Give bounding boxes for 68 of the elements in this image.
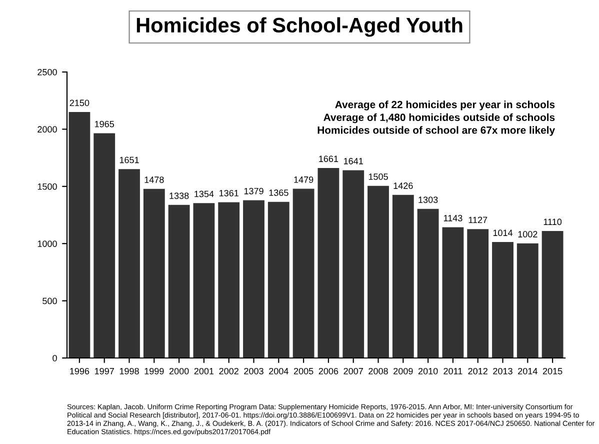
data-label: 1303: [418, 196, 438, 203]
data-label: 1354: [194, 190, 214, 198]
y-tick-label: 500: [42, 298, 57, 304]
y-tick-label: 2500: [38, 68, 57, 76]
data-label: 2150: [70, 100, 90, 106]
x-tick-label: 1998: [120, 368, 139, 374]
data-label: 1365: [269, 190, 288, 196]
annotation: Average of 22 homicides per year in schools Average of 1,480 homicides outside of schools Homicides outside of school are 67x more likely: [318, 100, 555, 136]
bar: [318, 168, 340, 358]
data-label: 1127: [468, 216, 488, 224]
x-tick-label: 2007: [344, 368, 363, 374]
bar: [193, 203, 215, 358]
x-tick-label: 2012: [468, 368, 488, 374]
bar: [392, 194, 414, 358]
bar: [342, 170, 364, 358]
bar: [492, 242, 514, 358]
x-tick-label: 2008: [368, 368, 388, 374]
x-tick-label: 2010: [418, 368, 438, 374]
y-tick-label: 1000: [38, 240, 57, 247]
y-tick-label: 2000: [38, 126, 57, 133]
x-tick-label: 2011: [444, 368, 462, 374]
x-tick-label: 2013: [493, 368, 512, 374]
x-tick-label: 1997: [95, 368, 114, 374]
bar: [168, 204, 190, 358]
data-label: 1143: [444, 214, 462, 222]
y-tick-label: 0: [52, 354, 57, 362]
data-label: 1014: [493, 230, 513, 236]
data-label: 1338: [170, 192, 189, 199]
x-tick-label: 2015: [542, 368, 562, 374]
data-label: 1641: [344, 158, 363, 164]
x-tick-label: 2003: [244, 368, 264, 374]
bar: [292, 188, 314, 358]
bar: [368, 186, 389, 358]
x-tick-label: 2005: [294, 368, 314, 374]
bar: [417, 208, 439, 358]
data-label: 1965: [95, 120, 114, 128]
data-label: 1505: [368, 173, 388, 180]
x-tick-label: 2000: [169, 368, 189, 374]
data-label: 1661: [319, 156, 338, 162]
data-label: 1426: [394, 182, 413, 189]
bar: [143, 188, 165, 358]
x-tick-label: 2009: [394, 368, 413, 374]
bar: [268, 202, 290, 358]
bar: [243, 200, 264, 358]
x-tick-label: 2004: [269, 368, 288, 374]
chart-title: Homicides of School-Aged Youth: [136, 17, 462, 37]
data-label: 1478: [144, 176, 164, 183]
x-tick-label: 2002: [219, 368, 238, 374]
x-tick-label: 2006: [318, 368, 338, 374]
data-label: 1479: [294, 176, 314, 183]
bar: [218, 202, 240, 358]
data-label: 1379: [244, 188, 264, 194]
x-tick-label: 1999: [144, 368, 164, 374]
bar: [516, 243, 538, 358]
bar: [442, 227, 464, 358]
bar: [467, 229, 489, 358]
x-tick-label: 2001: [194, 368, 214, 374]
x-tick-label: 1996: [70, 368, 90, 374]
x-tick-label: 2014: [518, 368, 538, 374]
y-tick-label: 1500: [38, 183, 57, 190]
bar: [118, 169, 140, 358]
data-label: 1110: [544, 218, 562, 226]
data-label: 1002: [518, 231, 538, 238]
bar: [542, 231, 564, 358]
data-label: 1651: [120, 156, 139, 164]
data-label: 1361: [220, 190, 238, 196]
bar: [94, 133, 116, 358]
bar: [68, 112, 90, 358]
